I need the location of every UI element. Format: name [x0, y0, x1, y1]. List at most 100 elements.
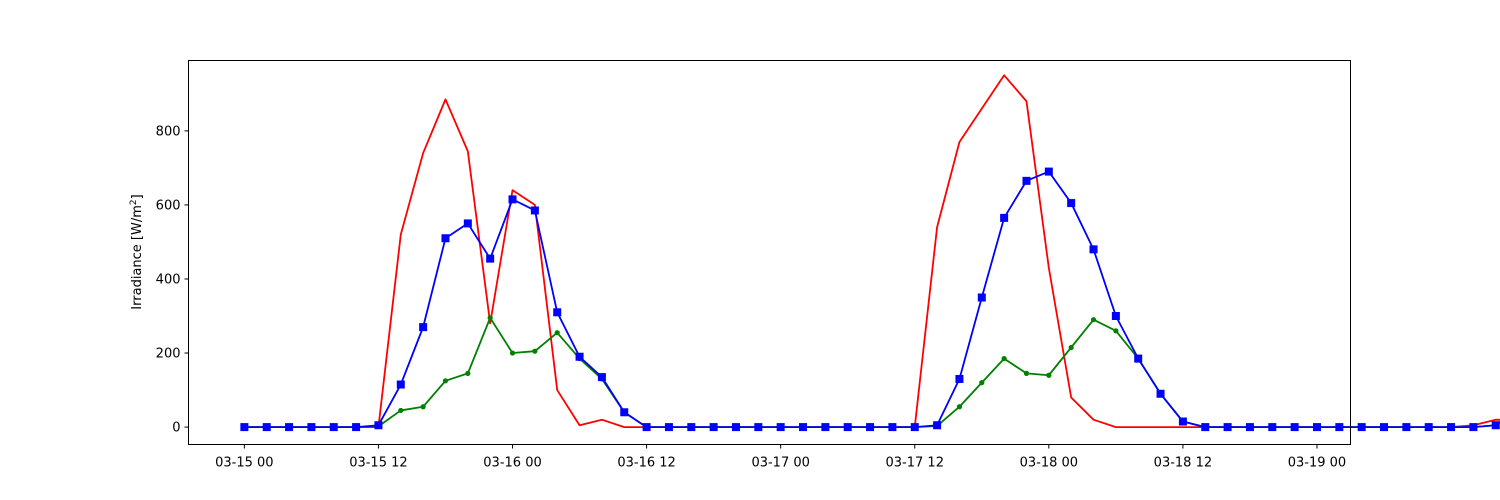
series-1-point-9	[442, 378, 449, 384]
series-2-point-34	[1000, 213, 1009, 222]
series-2-point-16	[597, 373, 606, 382]
y-tick-label-1: 200	[156, 347, 181, 362]
series-2-point-46	[1268, 423, 1277, 432]
series-2-point-33	[977, 293, 986, 302]
y-tick-label-3: 600	[156, 198, 181, 213]
series-1-point-14	[554, 330, 560, 336]
series-2-point-44	[1223, 423, 1232, 432]
series-2-point-39	[1111, 312, 1120, 321]
series-2-point-4	[329, 423, 338, 432]
series-2-point-42	[1178, 417, 1187, 426]
series-2-point-10	[463, 219, 472, 228]
series-1	[241, 315, 1500, 430]
series-1-point-7	[398, 407, 404, 414]
series-0-line	[244, 74, 1500, 429]
series-2-point-48	[1312, 423, 1321, 432]
series-2-point-28	[866, 423, 875, 432]
series-1-point-35	[1023, 370, 1030, 376]
series-1-point-32	[956, 404, 963, 410]
series-1-point-36	[1046, 372, 1052, 378]
series-2-point-25	[799, 423, 808, 432]
series-2-point-18	[642, 423, 651, 432]
series-2-point-8	[419, 323, 428, 332]
series-2-point-37	[1067, 199, 1076, 208]
series-2-point-32	[955, 374, 964, 383]
series-2-point-15	[575, 352, 584, 361]
series-2-point-19	[664, 423, 673, 432]
y-tick-label-4: 800	[156, 124, 181, 139]
y-axis-label: Irradiance [W/m2]	[129, 194, 145, 309]
x-tick-label-5: 03-17 12	[886, 456, 944, 471]
series-2-point-7	[396, 380, 405, 389]
series-2-point-5	[352, 423, 361, 432]
series-2-point-54	[1447, 423, 1456, 432]
series-2-point-9	[441, 234, 450, 243]
series-1-point-8	[420, 404, 426, 410]
x-tick-label-3: 03-16 12	[617, 456, 675, 471]
series-2-point-52	[1402, 423, 1411, 432]
series-2-point-31	[933, 421, 942, 430]
x-tick-label-0: 03-15 00	[215, 456, 273, 471]
y-tick-label-0: 0	[172, 421, 180, 436]
series-2-point-12	[508, 195, 517, 204]
series-1-point-37	[1068, 344, 1074, 351]
x-tick-label-2: 03-16 00	[483, 456, 541, 471]
series-2-point-41	[1156, 389, 1165, 398]
y-axis-label-end: ]	[130, 194, 145, 199]
series-2-point-20	[687, 423, 696, 432]
series-2-point-6	[374, 421, 383, 430]
series-2-point-0	[240, 423, 249, 432]
series-2-point-55	[1469, 423, 1478, 432]
series-2-point-27	[843, 423, 852, 432]
series-0	[244, 74, 1500, 429]
series-1-point-34	[1001, 355, 1007, 362]
x-tick-label-4: 03-17 00	[751, 456, 809, 471]
series-1-point-11	[487, 315, 493, 321]
x-tick-label-7: 03-18 12	[1154, 456, 1212, 471]
series-1-point-39	[1113, 328, 1119, 334]
plot-frame	[188, 60, 1351, 445]
series-2-point-24	[776, 423, 785, 432]
y-axis: 0 200 400 600 800	[156, 124, 189, 436]
series-2-point-21	[709, 423, 718, 432]
series-2-point-1	[262, 423, 271, 432]
series-2-point-45	[1245, 423, 1254, 432]
x-tick-label-1: 03-15 12	[349, 456, 407, 471]
series-1-point-10	[465, 370, 471, 376]
y-axis-label-sup: 2	[129, 199, 139, 205]
series-2-point-17	[620, 408, 629, 417]
series-1-point-38	[1090, 317, 1097, 323]
x-axis: 03-15 00 03-15 12 03-16 00 03-16 12 03-17 00…	[215, 444, 1346, 471]
x-tick-label-6: 03-18 00	[1020, 456, 1078, 471]
series-2-point-49	[1335, 423, 1344, 432]
series-1-line	[244, 316, 1500, 429]
series-2-point-36	[1044, 167, 1053, 176]
series-layer	[240, 74, 1500, 432]
series-2-point-47	[1290, 423, 1299, 432]
series-1-point-12	[509, 350, 516, 356]
series-2-point-56	[1491, 421, 1500, 430]
series-2-point-43	[1201, 423, 1210, 432]
series-2-point-35	[1022, 176, 1031, 185]
series-2-point-53	[1424, 423, 1433, 432]
series-2-point-22	[731, 423, 740, 432]
series-2-point-30	[910, 423, 919, 432]
series-1-point-33	[979, 380, 985, 386]
series-2-point-51	[1380, 423, 1389, 432]
series-2-point-3	[307, 423, 316, 432]
series-2	[240, 167, 1500, 432]
series-2-point-23	[754, 423, 763, 432]
series-2-point-38	[1089, 245, 1098, 254]
series-2-point-29	[888, 423, 897, 432]
series-2-point-2	[285, 423, 294, 432]
series-2-point-26	[821, 423, 830, 432]
y-tick-label-2: 400	[156, 272, 181, 287]
series-2-point-11	[486, 254, 495, 263]
series-2-line	[244, 170, 1500, 429]
series-2-point-13	[530, 206, 539, 215]
y-axis-label-main: Irradiance [W/m	[130, 205, 145, 310]
series-2-point-14	[553, 308, 562, 317]
x-tick-label-8: 03-19 00	[1288, 456, 1346, 471]
series-2-point-50	[1357, 423, 1366, 432]
